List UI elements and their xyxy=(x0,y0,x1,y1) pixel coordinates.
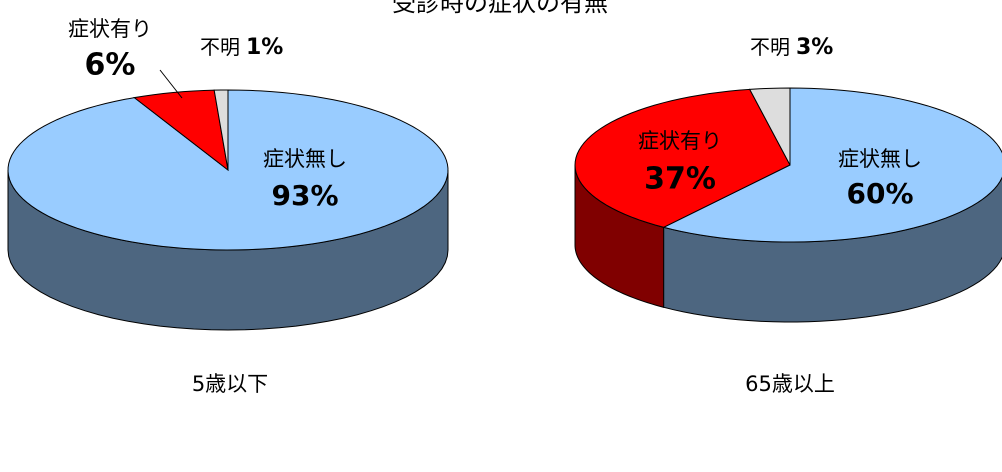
pie-label: 65歳以上 xyxy=(745,372,835,396)
pie xyxy=(8,90,448,330)
pie xyxy=(575,88,1002,322)
value-label: 60% xyxy=(846,177,913,210)
category-label: 症状有り xyxy=(638,129,722,153)
value-label: 93% xyxy=(271,179,338,212)
category-label: 症状無し xyxy=(263,147,347,171)
pie-label: 5歳以下 xyxy=(192,372,268,396)
chart: 受診時の症状の有無 症状無し93%症状有り6%不明1%5歳以下症状無し60%症状… xyxy=(0,0,1002,472)
value-label: 37% xyxy=(644,162,716,197)
category-label: 症状無し xyxy=(838,147,922,171)
value-label: 3% xyxy=(796,35,833,60)
category-label: 不明 xyxy=(750,35,790,59)
category-label: 症状有り xyxy=(68,17,152,41)
value-label: 1% xyxy=(246,35,283,60)
value-label: 6% xyxy=(85,48,136,83)
chart-title: 受診時の症状の有無 xyxy=(392,0,608,17)
category-label: 不明 xyxy=(200,35,240,59)
